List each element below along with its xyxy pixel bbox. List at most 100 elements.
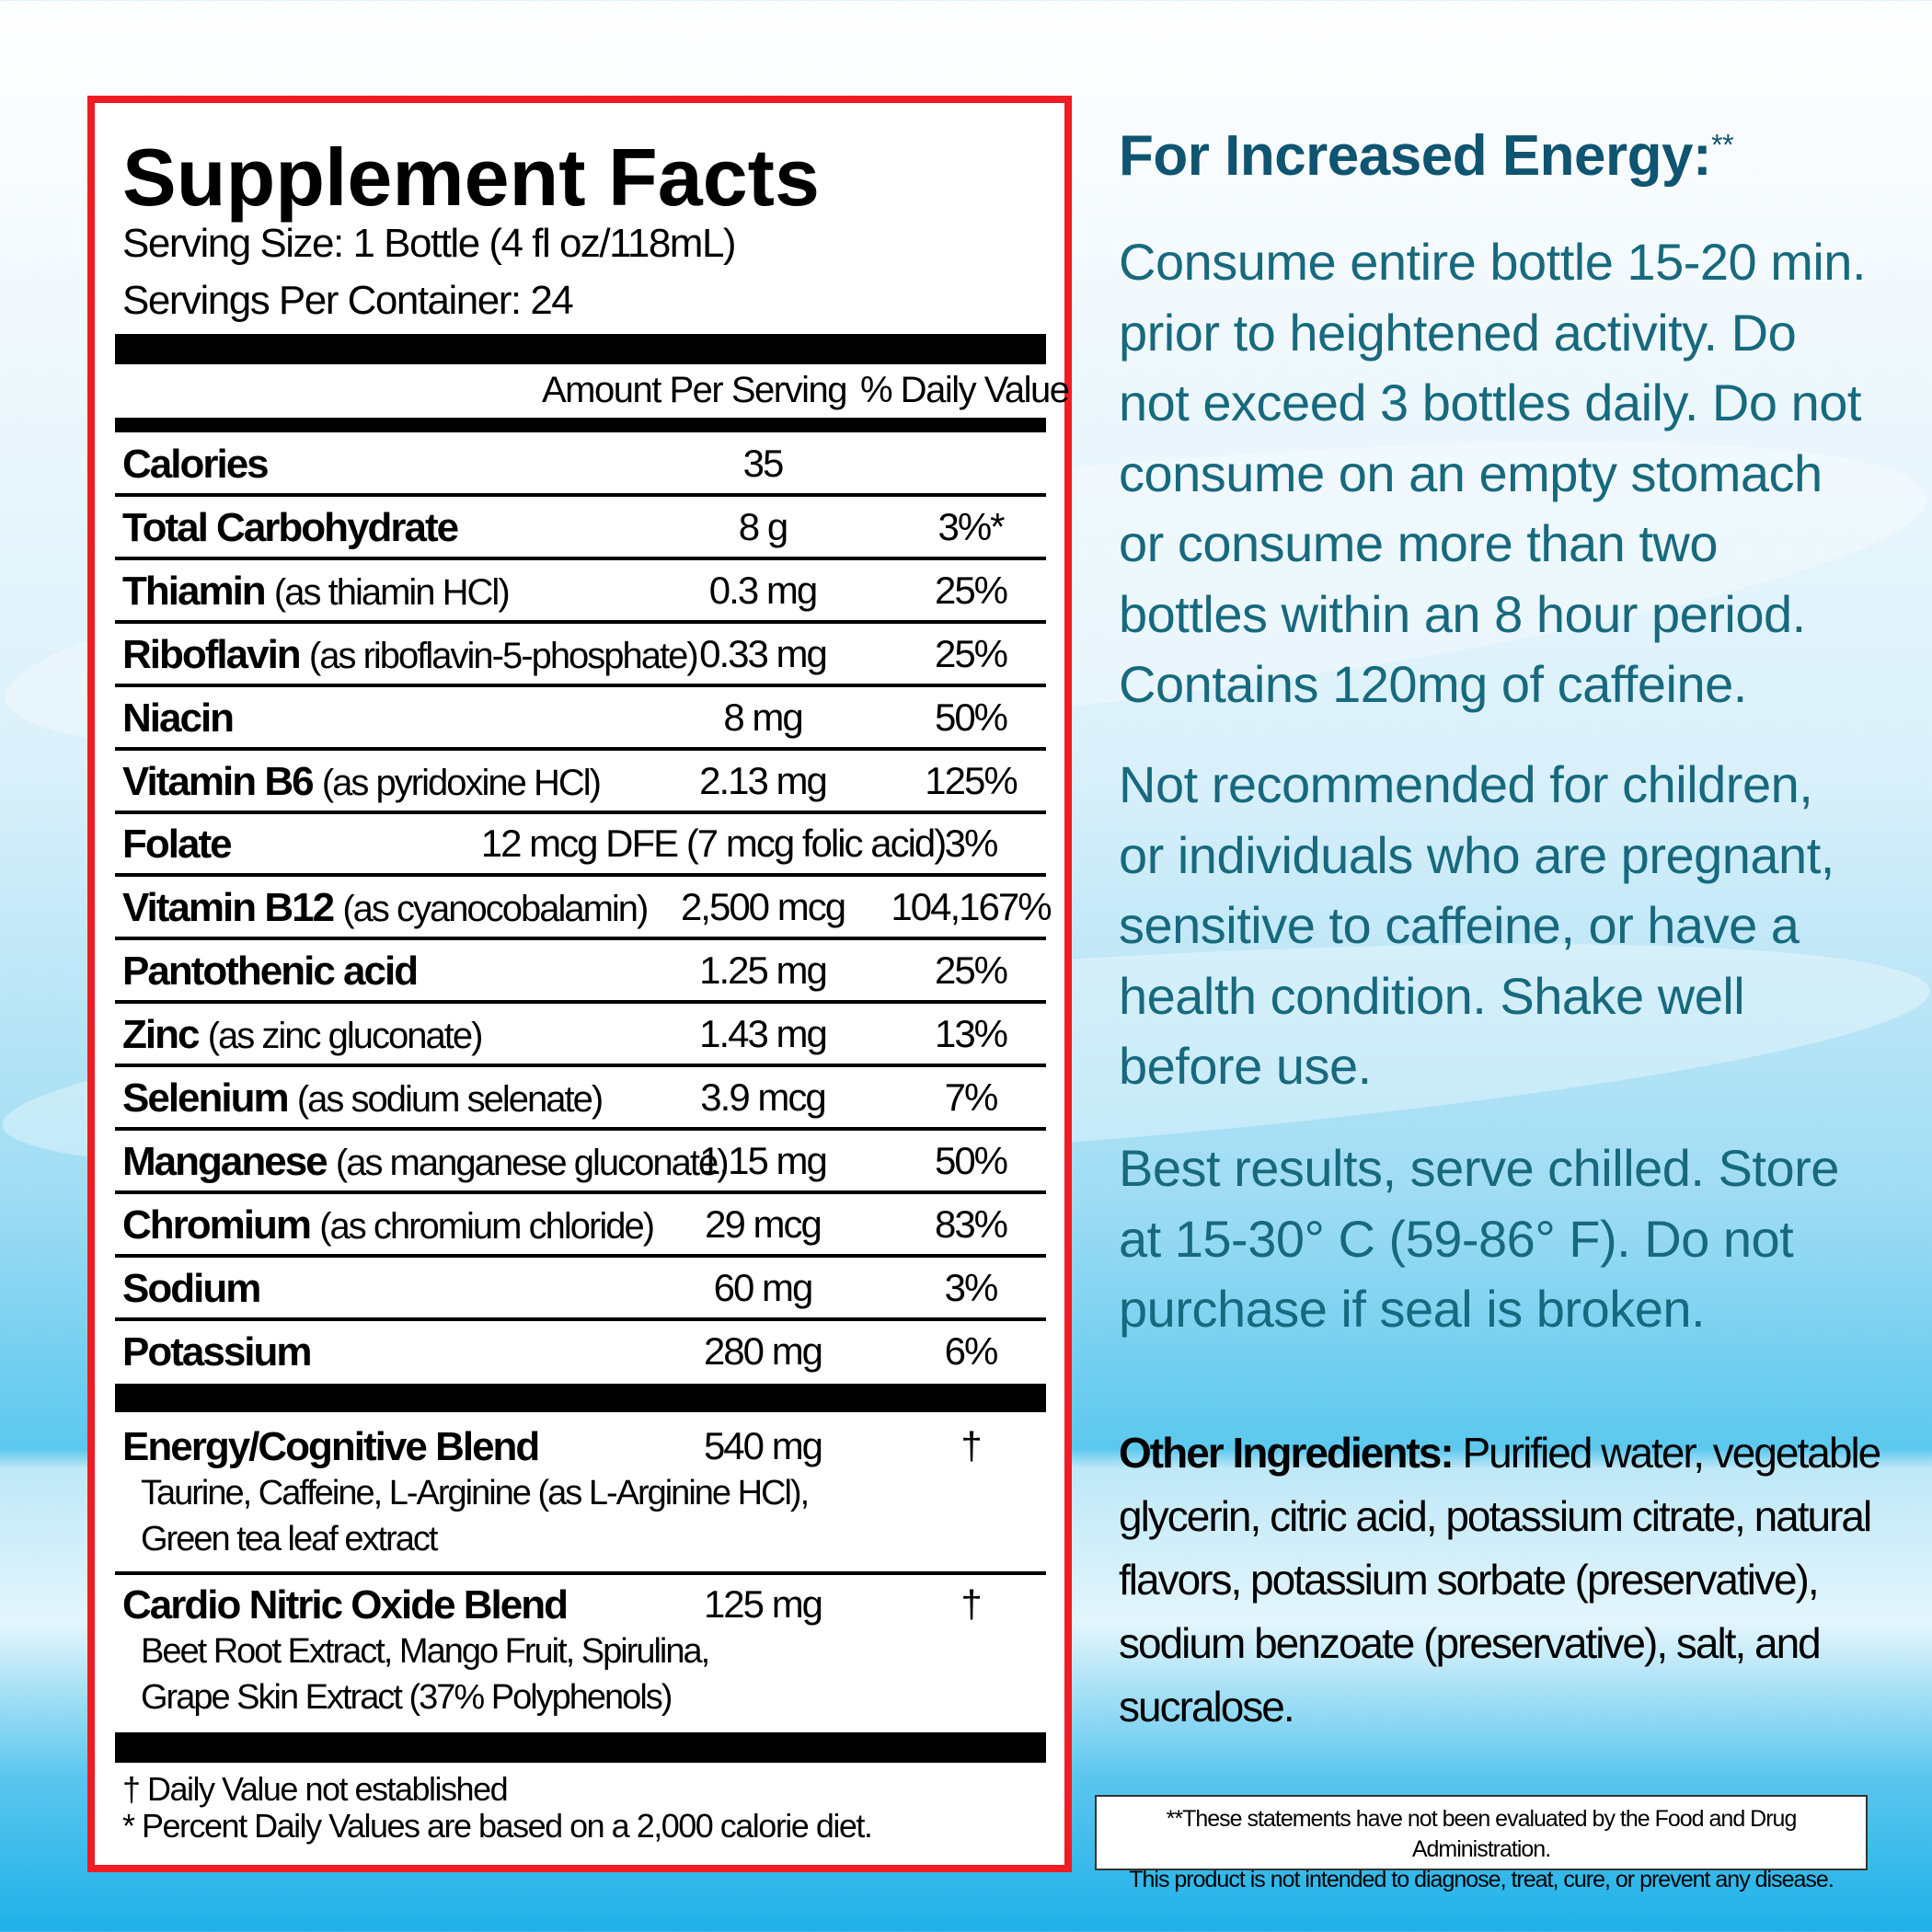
blend-name: Energy/Cognitive Blend [122,1424,540,1469]
directions-text: not exceed 3 bottles daily. Do not [1119,374,1861,431]
nutrient-row: Folate 12 mcg DFE (7 mcg folic acid) 3% [115,812,1046,876]
nutrient-label: Vitamin B6 [122,758,315,804]
nutrient-row: Sodium 60 mg 3% [115,1257,1046,1320]
nutrient-row: Calories 35 [115,432,1046,496]
nutrient-name: Riboflavin (as riboflavin-5-phosphate) [122,632,699,678]
nutrient-amount: 12 mcg DFE (7 mcg folic acid) [480,822,947,866]
column-header-dv: % Daily Value [860,370,1070,410]
nutrient-row: Manganese (as manganese gluconate) 1.15 … [115,1130,1046,1193]
blend-name: Cardio Nitric Oxide Blend [122,1582,569,1627]
nutrient-row: Thiamin (as thiamin HCl) 0.3 mg 25% [115,559,1046,623]
directions-text: consume on an empty stomach [1119,443,1823,502]
blend-row: Cardio Nitric Oxide Blend 125 mg † Beet R… [115,1573,1046,1730]
directions-text: sensitive to caffeine, or have a [1119,896,1800,954]
nutrient-label: Thiamin [122,568,267,614]
nutrient-amount: 280 mg [703,1328,823,1373]
nutrient-label: Folate [122,822,233,868]
blend-ingredients: Grape Skin Extract (37% Polyphenols) [141,1678,673,1717]
nutrient-dv: 25% [934,949,1008,993]
nutrient-label: Total Carbohydrate [122,504,459,550]
nutrient-amount: 8 g [738,504,788,548]
nutrient-row: Riboflavin (as riboflavin-5-phosphate) 0… [115,623,1046,686]
directions-text: health condition. Shake well [1119,966,1745,1025]
other-ingredients-line: Other Ingredients: Purified water, veget… [1119,1428,1881,1478]
nutrient-dv: 3% [944,822,999,866]
nutrient-source: (as cyanocobalamin) [342,889,649,930]
directions-text: before use. [1119,1037,1372,1095]
nutrient-amount: 60 mg [713,1265,814,1309]
medium-divider [115,418,1046,432]
footnote-star: * Percent Daily Values are based on a 2,… [122,1807,873,1845]
nutrient-row: Zinc (as zinc gluconate) 1.43 mg 13% [115,1003,1046,1066]
fda-disclaimer: **These statements have not been evaluat… [1095,1795,1868,1892]
nutrient-amount: 2,500 mcg [680,885,846,929]
nutrient-row: Selenium (as sodium selenate) 3.9 mcg 7% [115,1066,1046,1130]
nutrient-label: Manganese [122,1138,328,1184]
other-ingredients-text: flavors, potassium sorbate (preservative… [1119,1556,1820,1604]
row-divider [115,1000,1046,1005]
nutrient-amount: 1.15 mg [699,1138,828,1182]
thick-divider [115,334,1046,364]
blend-ingredients: Taurine, Caffeine, L-Arginine (as L-Argi… [141,1474,810,1512]
nutrient-dv: 7% [944,1075,999,1119]
nutrient-label: Zinc [122,1012,200,1058]
nutrient-label: Vitamin B12 [122,885,335,931]
blend-dv: † [960,1424,982,1467]
blend-amount: 125 mg [703,1582,823,1626]
directions-text: at 15-30° C (59-86° F). Do not [1119,1209,1794,1268]
nutrient-amount: 3.9 mcg [700,1075,826,1119]
row-divider [115,1317,1046,1321]
nutrient-name: Calories [122,442,270,488]
nutrient-name: Folate [122,822,233,868]
nutrient-name: Niacin [122,696,235,742]
nutrient-name: Pantothenic acid [122,949,419,995]
nutrient-label: Potassium [122,1328,313,1374]
nutrient-row: Total Carbohydrate 8 g 3%* [115,496,1046,559]
nutrient-source: (as manganese gluconate) [335,1142,730,1183]
row-divider [115,873,1046,878]
nutrient-row: Vitamin B12 (as cyanocobalamin) 2,500 mc… [115,876,1052,939]
directions-text: bottles within an 8 hour period. [1119,584,1806,643]
directions-text: Contains 120mg of caffeine. [1119,655,1747,713]
nutrient-dv: 3%* [937,504,1005,548]
nutrient-dv: 104,167% [891,885,1052,929]
row-divider [115,1127,1046,1131]
nutrient-name: Thiamin (as thiamin HCl) [122,568,511,615]
supplement-facts-panel: Supplement Facts Serving Size: 1 Bottle … [87,96,1072,1872]
nutrient-source: (as zinc gluconate) [207,1016,484,1057]
disclaimer-line: **These statements have not been evaluat… [1166,1806,1798,1862]
disclaimer-line: This product is not intended to diagnose… [1129,1867,1834,1892]
nutrient-amount: 2.13 mg [699,758,828,802]
nutrient-label: Pantothenic acid [122,949,419,995]
row-divider [115,683,1046,687]
blend-row: Energy/Cognitive Blend 540 mg † Taurine, … [115,1415,1046,1571]
nutrient-row: Potassium 280 mg 6% [115,1320,1046,1384]
nutrient-dv: 83% [934,1202,1008,1246]
blend-ingredients: Green tea leaf extract [141,1520,438,1558]
nutrient-name: Chromium (as chromium chloride) [122,1202,655,1248]
servings-per-container: Servings Per Container: 24 [122,278,574,323]
nutrient-name: Selenium (as sodium selenate) [122,1075,604,1121]
thick-divider [115,1732,1046,1763]
directions-text: or consume more than two [1119,514,1718,572]
nutrient-dv: 25% [934,631,1008,675]
nutrient-amount: 29 mcg [705,1202,822,1246]
nutrient-label: Sodium [122,1265,261,1311]
nutrient-row: Chromium (as chromium chloride) 29 mcg 8… [115,1193,1046,1257]
column-header-amount: Amount Per Serving [542,370,847,410]
row-divider [115,746,1046,751]
footnote-dagger: † Daily Value not established [122,1770,509,1808]
nutrient-label: Calories [122,442,270,487]
row-divider [115,1190,1046,1194]
other-ingredients-text: sucralose. [1119,1683,1295,1731]
nutrient-source: (as sodium selenate) [296,1079,604,1120]
directions-heading: For Increased Energy:** [1119,123,1734,189]
nutrient-name: Manganese (as manganese gluconate) [122,1138,730,1185]
nutrient-amount: 0.33 mg [699,631,828,675]
nutrient-dv: 50% [934,695,1008,739]
nutrient-name: Potassium [122,1328,313,1375]
nutrient-name: Zinc (as zinc gluconate) [122,1012,484,1058]
nutrient-row: Pantothenic acid 1.25 mg 25% [115,939,1046,1003]
heading-text: For Increased Energy: [1119,124,1712,188]
nutrient-amount: 1.43 mg [699,1012,828,1056]
